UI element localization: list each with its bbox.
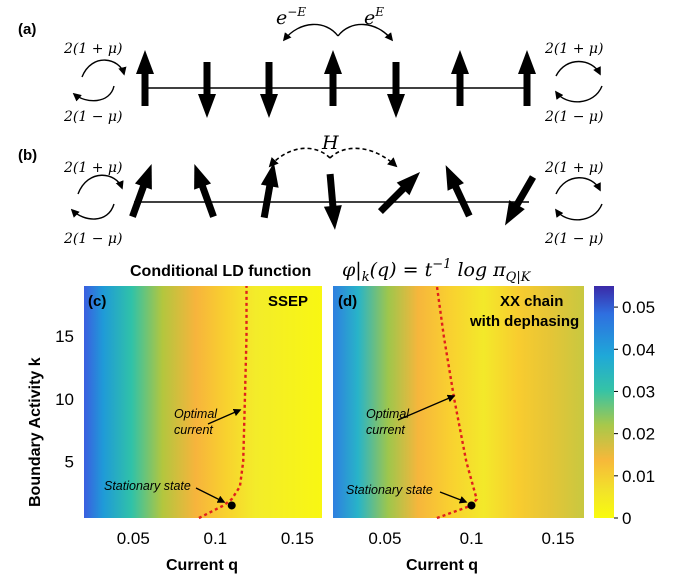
panel-b: (b) 2(1 + μ) 2(1 − μ) 2(1 + μ) 2(1 − μ) … bbox=[18, 132, 603, 247]
right-rate-arrow-b-top bbox=[555, 177, 601, 195]
x-tick-label-c: 0.05 bbox=[117, 529, 150, 548]
heatmap-title: Conditional LD function φ|k(q) = t−1 log… bbox=[130, 257, 532, 285]
optimal-label-d-2: current bbox=[366, 423, 405, 437]
panel-c-title: SSEP bbox=[268, 293, 308, 310]
x-axis-label-c: Current q bbox=[166, 557, 238, 574]
panel-d-title-1: XX chain bbox=[500, 293, 563, 310]
colorbar-tick-label: 0.05 bbox=[622, 298, 655, 317]
stationary-label-d: Stationary state bbox=[346, 483, 433, 497]
y-tick-label: 10 bbox=[55, 390, 74, 409]
y-tick-label: 5 bbox=[65, 453, 74, 472]
x-axis-label-d: Current q bbox=[406, 557, 478, 574]
hop-rate-left: e−E bbox=[276, 5, 306, 29]
spin-arrow-b bbox=[445, 165, 473, 218]
x-tick-label-c: 0.1 bbox=[203, 529, 227, 548]
optimal-label-c-2: current bbox=[174, 423, 213, 437]
heatmap-d bbox=[333, 286, 584, 518]
hamiltonian-label: H bbox=[321, 132, 339, 154]
rate-left-top-a: 2(1 + μ) bbox=[63, 41, 122, 57]
colorbar-tick-label: 0 bbox=[622, 509, 631, 528]
stationary-state-point-d bbox=[467, 501, 476, 510]
rate-right-bottom-b: 2(1 − μ) bbox=[544, 231, 603, 247]
spin-arrow-a bbox=[198, 62, 216, 118]
y-tick-label: 15 bbox=[55, 327, 74, 346]
stationary-label-c: Stationary state bbox=[104, 479, 191, 493]
x-tick-label-d: 0.15 bbox=[541, 529, 574, 548]
panel-d: (d) XX chain with dephasing Optimal curr… bbox=[333, 285, 584, 520]
rate-right-top-b: 2(1 + μ) bbox=[544, 160, 603, 176]
hamiltonian-arrow-right bbox=[329, 147, 398, 168]
x-ticks-c: 0.05 0.1 0.15 bbox=[117, 529, 314, 548]
panel-a: (a) 2(1 + μ) 2(1 − μ) 2(1 + μ) 2(1 − μ) … bbox=[18, 5, 603, 125]
hop-arrow-right bbox=[337, 23, 394, 42]
colorbar-tick-label: 0.01 bbox=[622, 467, 655, 486]
spin-arrow-a bbox=[518, 50, 536, 106]
spin-arrow-a bbox=[324, 50, 342, 106]
rate-left-top-b: 2(1 + μ) bbox=[63, 160, 122, 176]
panel-a-label: (a) bbox=[18, 21, 36, 38]
x-ticks-d: 0.05 0.1 0.15 bbox=[368, 529, 574, 548]
rate-right-top-a: 2(1 + μ) bbox=[544, 41, 603, 57]
x-tick-label-d: 0.1 bbox=[460, 529, 484, 548]
colorbar: 0.05 0.04 0.03 0.02 0.01 0 bbox=[594, 286, 655, 528]
stationary-pointer-d bbox=[439, 491, 468, 504]
rate-right-bottom-a: 2(1 − μ) bbox=[544, 109, 603, 125]
spin-arrow-b bbox=[505, 175, 537, 226]
left-rate-arrow-b-top bbox=[77, 174, 124, 195]
left-rate-arrow-a-bottom bbox=[72, 85, 115, 102]
panel-b-label: (b) bbox=[18, 147, 37, 164]
optimal-label-c-1: Optimal bbox=[174, 407, 218, 421]
panel-d-title-2: with dephasing bbox=[469, 313, 579, 330]
colorbar-gradient bbox=[594, 286, 614, 518]
left-rate-arrow-b-bottom bbox=[70, 203, 115, 220]
spin-arrow-a bbox=[387, 62, 405, 118]
panel-d-label: (d) bbox=[338, 293, 357, 310]
right-rate-arrow-a-top bbox=[555, 60, 601, 77]
spin-arrow-b bbox=[377, 171, 421, 215]
spin-arrow-b bbox=[260, 162, 279, 219]
heatmap-c bbox=[84, 286, 322, 518]
stationary-pointer-c bbox=[195, 487, 226, 503]
colorbar-tick-label: 0.02 bbox=[622, 425, 655, 444]
spin-arrow-a bbox=[136, 50, 154, 106]
spin-arrow-a bbox=[260, 62, 278, 118]
colorbar-tick-label: 0.04 bbox=[622, 340, 655, 359]
rate-left-bottom-a: 2(1 − μ) bbox=[63, 109, 122, 125]
colorbar-ticks: 0.05 0.04 0.03 0.02 0.01 0 bbox=[614, 298, 655, 528]
colorbar-tick-label: 0.03 bbox=[622, 382, 655, 401]
left-rate-arrow-a-top bbox=[81, 59, 127, 78]
right-rate-arrow-b-bottom bbox=[555, 203, 603, 221]
stationary-state-point-c bbox=[227, 501, 236, 510]
axes: Boundary Activity k 15 10 5 0.05 0.1 0.15 0.… bbox=[27, 327, 575, 574]
optimal-current-curve-c bbox=[198, 286, 248, 520]
optimal-label-d-1: Optimal bbox=[366, 407, 410, 421]
x-tick-label-d: 0.05 bbox=[368, 529, 401, 548]
spin-arrow-b bbox=[194, 164, 217, 218]
panel-c-label: (c) bbox=[88, 293, 106, 310]
x-tick-label-c: 0.15 bbox=[281, 529, 314, 548]
hop-rate-right: eE bbox=[364, 5, 384, 29]
optimal-pointer-c bbox=[207, 408, 242, 425]
y-ticks: 15 10 5 bbox=[55, 327, 74, 471]
heatmap-title-text: Conditional LD function bbox=[130, 263, 311, 280]
spin-row-a bbox=[136, 50, 536, 118]
spin-row-b bbox=[129, 162, 537, 230]
hop-arrow-left bbox=[282, 23, 339, 42]
spin-arrow-b bbox=[129, 164, 152, 218]
spin-arrow-b bbox=[323, 173, 342, 230]
spin-arrow-a bbox=[451, 50, 469, 106]
optimal-pointer-d bbox=[397, 394, 456, 421]
hamiltonian-arrow-left bbox=[268, 147, 331, 168]
panel-c: (c) SSEP Optimal current Stationary stat… bbox=[84, 286, 322, 520]
heatmap-title-formula: φ|k(q) = t−1 log πQ|K bbox=[342, 257, 532, 285]
rate-left-bottom-b: 2(1 − μ) bbox=[63, 231, 122, 247]
y-axis-label: Boundary Activity k bbox=[27, 357, 44, 507]
right-rate-arrow-a-bottom bbox=[555, 85, 603, 103]
